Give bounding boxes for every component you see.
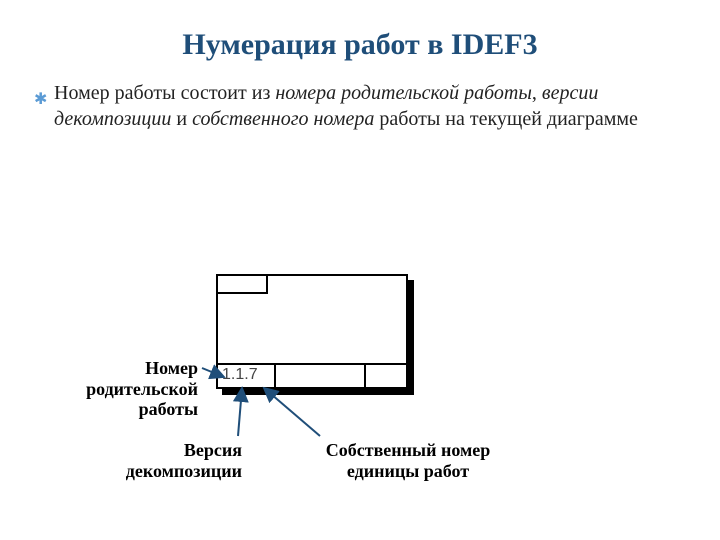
box-top-tab <box>218 276 268 294</box>
label-version: Версия декомпозиции <box>100 440 242 481</box>
description-text: Номер работы состоит из номера родительс… <box>54 80 672 132</box>
label-parent-l2: работы <box>139 399 198 419</box>
arrow-version <box>238 388 242 436</box>
label-version-l2: декомпозиции <box>126 461 242 481</box>
page-title: Нумерация работ в IDEF3 <box>0 0 720 80</box>
box-mid-cell <box>276 365 366 387</box>
idef3-box: 1.1.7 <box>216 274 408 389</box>
desc-i3: собственного номера <box>192 108 374 130</box>
description-block: ✱ Номер работы состоит из номера родител… <box>0 80 720 132</box>
bullet-icon: ✱ <box>34 89 47 109</box>
box-bottom-row: 1.1.7 <box>218 363 406 387</box>
arrow-own <box>264 388 320 436</box>
label-parent: Номер родительской работы <box>30 358 198 420</box>
diagram: 1.1.7 Номер родительской работы Версия д… <box>0 250 720 540</box>
desc-mid1: , <box>532 82 542 104</box>
label-version-l1: Версия <box>184 440 242 460</box>
label-parent-l1: Номер родительской <box>86 358 198 399</box>
label-own-l2: единицы работ <box>347 461 469 481</box>
box-number-cell: 1.1.7 <box>218 365 276 387</box>
desc-mid2: и <box>171 108 192 130</box>
desc-post: работы на текущей диаграмме <box>374 108 638 130</box>
desc-pre: Номер работы состоит из <box>54 82 275 104</box>
label-own: Собственный номер единицы работ <box>308 440 508 481</box>
desc-i1: номера родительской работы <box>275 82 532 104</box>
label-own-l1: Собственный номер <box>326 440 491 460</box>
box-right-cell <box>366 365 406 387</box>
